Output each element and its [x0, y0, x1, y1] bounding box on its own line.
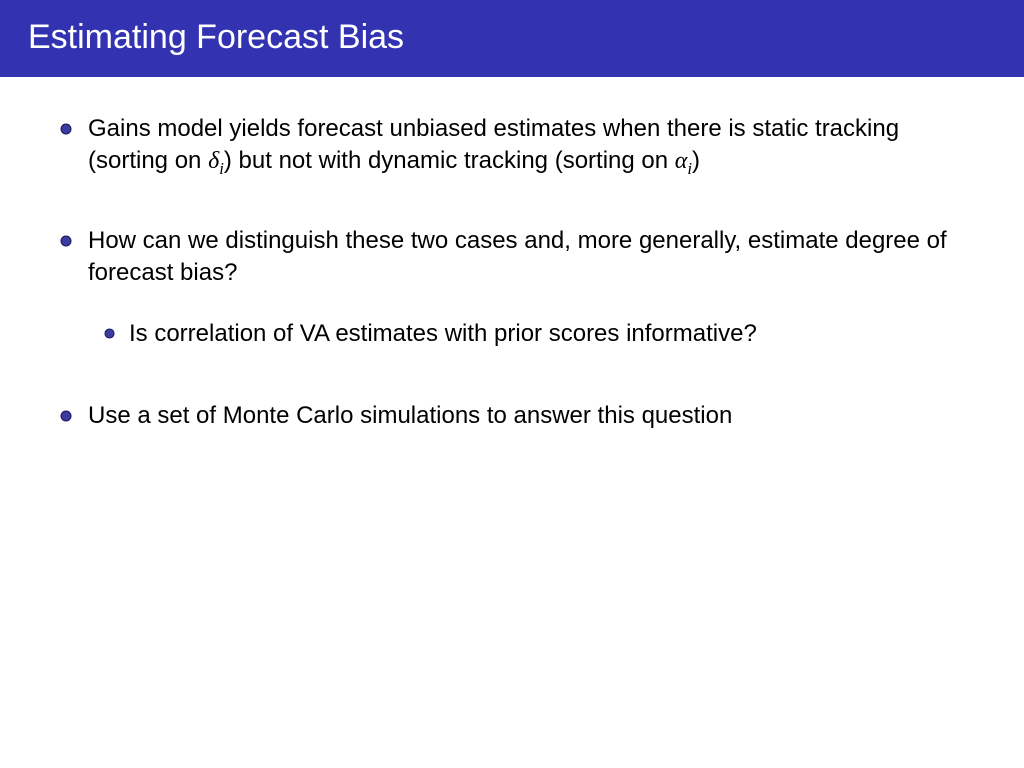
bullet-item-1: Gains model yields forecast unbiased est…: [60, 113, 964, 181]
bullet-icon: [60, 123, 72, 135]
bullet-item-2: How can we distinguish these two cases a…: [60, 225, 964, 290]
bullet-item-3: Use a set of Monte Carlo simulations to …: [60, 400, 964, 432]
bullet-icon: [60, 235, 72, 247]
math-delta: δ: [208, 148, 219, 174]
slide-title: Estimating Forecast Bias: [28, 18, 404, 56]
bullet-text-1: Gains model yields forecast unbiased est…: [88, 113, 964, 181]
sub-bullet-text: Is correlation of VA estimates with prio…: [129, 318, 964, 350]
math-alpha: α: [675, 148, 688, 174]
bullet-icon: [60, 410, 72, 422]
bullet-text-3: Use a set of Monte Carlo simulations to …: [88, 400, 964, 432]
sub-bullet-item: Is correlation of VA estimates with prio…: [104, 318, 964, 350]
slide-content: Gains model yields forecast unbiased est…: [0, 77, 1024, 432]
bullet-icon: [104, 328, 115, 339]
bullet-1-part-b: ) but not with dynamic tracking (sorting…: [224, 147, 675, 174]
bullet-text-2: How can we distinguish these two cases a…: [88, 225, 964, 290]
bullet-group-2: How can we distinguish these two cases a…: [60, 225, 964, 350]
slide-title-bar: Estimating Forecast Bias: [0, 0, 1024, 77]
bullet-1-part-c: ): [692, 147, 700, 174]
